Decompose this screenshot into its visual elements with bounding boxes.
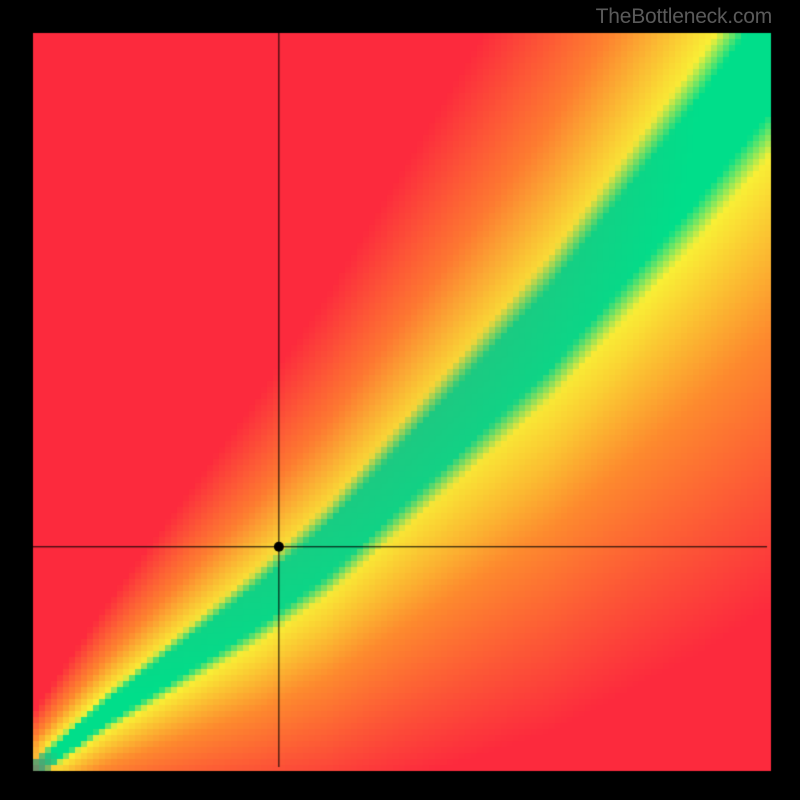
watermark-text: TheBottleneck.com [596,5,772,29]
bottleneck-chart-container: { "watermark_text": "TheBottleneck.com",… [0,0,800,800]
heatmap-canvas [0,0,800,800]
